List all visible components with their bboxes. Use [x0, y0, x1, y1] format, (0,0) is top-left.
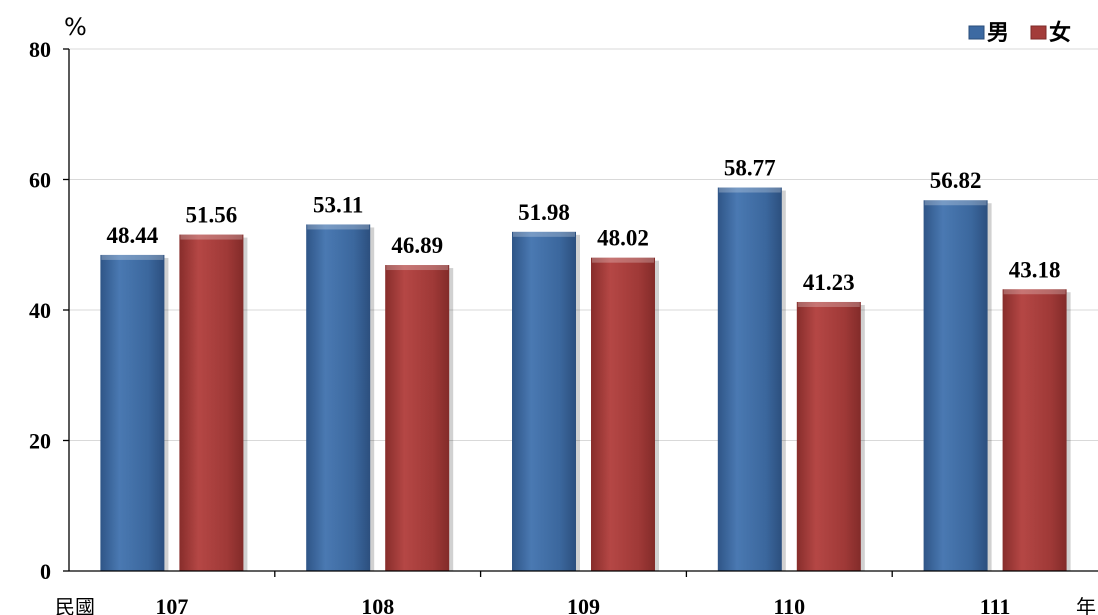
x-category-label: 110: [773, 594, 805, 615]
x-axis-suffix-label: 年: [1076, 595, 1096, 615]
bar-male: [306, 224, 371, 571]
bars: [100, 187, 1071, 572]
y-tick-label: 0: [40, 559, 51, 584]
bar-bevel: [592, 257, 654, 263]
bar-bevel: [101, 254, 164, 260]
bar-male: [512, 231, 576, 571]
y-tick-label: 40: [29, 298, 51, 323]
data-label: 51.56: [186, 203, 238, 228]
bar-bevel: [386, 265, 449, 271]
bar-bevel: [513, 231, 575, 237]
x-axis-prefix-label: 民國: [55, 595, 95, 615]
legend-swatch-male: [968, 25, 985, 40]
legend-label-male: 男: [987, 21, 1009, 46]
bar-female: [179, 234, 244, 572]
x-category-label: 108: [361, 594, 394, 615]
bar-bevel: [924, 200, 987, 206]
data-label: 48.44: [107, 223, 159, 248]
x-category-label: 111: [980, 594, 1011, 615]
legend-swatch-female: [1030, 25, 1047, 40]
data-label: 56.82: [930, 168, 982, 193]
bar-female: [796, 301, 861, 571]
bar-male: [100, 254, 165, 571]
bar-female: [1002, 289, 1067, 571]
bar-bevel: [307, 224, 370, 230]
legend-label-female: 女: [1049, 20, 1071, 46]
bar-bevel: [180, 234, 243, 240]
x-category-label: 107: [155, 594, 188, 615]
data-label: 46.89: [391, 233, 443, 258]
bar-female: [385, 265, 450, 571]
data-label: 58.77: [724, 156, 776, 181]
bar-bevel: [1003, 289, 1066, 295]
data-label: 53.11: [313, 192, 363, 217]
data-label: 51.98: [518, 200, 570, 225]
x-category-label: 109: [567, 594, 600, 615]
bar-female: [591, 257, 655, 571]
bar-male: [923, 200, 988, 571]
legend: 男 女: [968, 20, 1071, 46]
y-tick-label: 60: [29, 168, 51, 193]
y-tick-label: 20: [29, 429, 51, 454]
y-axis-unit-label: %: [64, 13, 87, 41]
data-label: 43.18: [1009, 257, 1061, 282]
axes: [63, 48, 1098, 577]
data-label: 48.02: [597, 226, 649, 251]
labels: 0 20 40 60 80 48.44 53.11 51.98 58.77 56.82 51.56 4…: [29, 37, 1060, 615]
y-tick-label: 80: [29, 37, 51, 62]
bar-bevel: [718, 187, 781, 193]
bar-bevel: [797, 301, 860, 307]
data-label: 41.23: [803, 270, 855, 295]
bar-male: [717, 187, 782, 571]
